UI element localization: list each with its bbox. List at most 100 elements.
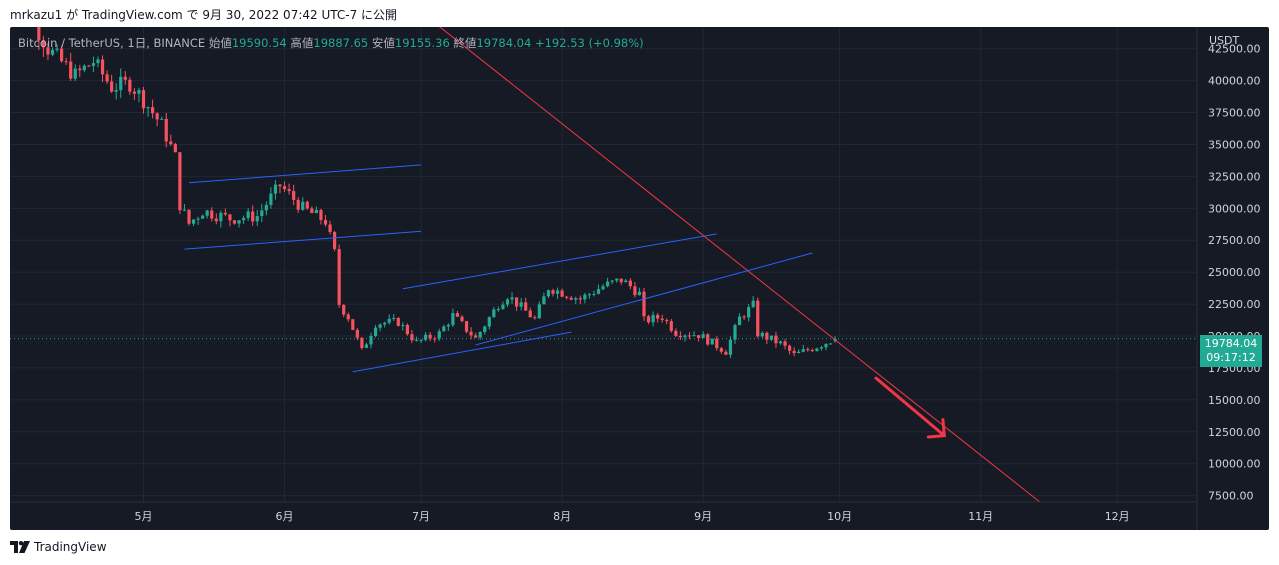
candle-down <box>724 351 728 355</box>
candle-up <box>196 218 200 220</box>
published-info: mrkazu1 が TradingView.com で 9月 30, 2022 … <box>10 8 398 22</box>
candle-down <box>697 335 701 339</box>
candle-down <box>810 350 814 352</box>
downtrend-line <box>439 27 1041 503</box>
candle-down <box>37 27 41 41</box>
low-value: 19155.36 <box>394 36 450 50</box>
price-tick-label: 12500.00 <box>1208 426 1261 439</box>
drawings[interactable] <box>184 27 1041 503</box>
candle-down <box>533 317 537 319</box>
candles <box>37 27 837 358</box>
candle-up <box>246 211 250 219</box>
candle-down <box>774 335 778 344</box>
time-tick-label: 5月 <box>135 510 153 523</box>
candle-up <box>606 281 610 287</box>
candle-up <box>546 290 551 297</box>
time-tick-label: 9月 <box>694 510 712 523</box>
candle-up <box>260 210 264 216</box>
candle-down <box>765 332 769 340</box>
time-tick-label: 12月 <box>1105 510 1130 523</box>
channel-line <box>475 252 813 346</box>
price-tick-label: 30000.00 <box>1208 202 1261 215</box>
candle-down <box>278 184 282 187</box>
candle-up <box>778 341 783 344</box>
candle-down <box>169 141 173 145</box>
candle-down <box>214 218 218 222</box>
candle-down <box>105 74 109 82</box>
down-arrow-shaft <box>874 376 946 438</box>
candle-down <box>187 209 191 224</box>
candle-up <box>574 298 578 300</box>
time-axis[interactable]: 5月 6月 7月 8月 9月 10月 11月 12月 <box>135 510 1130 523</box>
candle-down <box>460 316 464 322</box>
candle-up <box>587 294 591 296</box>
candle-up <box>496 309 500 311</box>
candle-up <box>692 335 696 337</box>
candle-down <box>569 297 573 300</box>
down-arrow-head <box>926 418 946 439</box>
candle-down <box>551 290 555 294</box>
candle-up <box>583 294 587 300</box>
chart-canvas[interactable]: 7500.0010000.0012500.0015000.0017500.002… <box>10 27 1269 530</box>
candle-up <box>82 65 86 71</box>
candle-down <box>396 318 400 326</box>
candle-down <box>151 107 155 114</box>
candle-down <box>656 314 660 319</box>
candle-down <box>469 331 473 336</box>
candle-down <box>69 61 73 79</box>
candle-up <box>137 90 141 94</box>
candle-down <box>665 320 669 322</box>
price-axis[interactable]: 7500.0010000.0012500.0015000.0017500.002… <box>1208 43 1261 503</box>
high-label: 高値 <box>290 36 314 50</box>
candle-up <box>401 324 405 326</box>
candle-up <box>824 343 828 348</box>
footer-brand[interactable]: TradingView <box>10 540 107 554</box>
candle-up <box>451 313 455 325</box>
candle-up <box>624 280 628 283</box>
candle-up <box>73 68 77 79</box>
candle-up <box>510 297 514 300</box>
candle-up <box>91 63 96 66</box>
candle-down <box>660 318 664 321</box>
candle-down <box>410 334 414 341</box>
price-tick-label: 42500.00 <box>1208 43 1261 56</box>
candle-up <box>378 324 382 328</box>
candle-down <box>524 302 528 311</box>
candle-up <box>383 322 387 325</box>
candle-up <box>537 304 541 319</box>
candle-down <box>360 337 364 348</box>
candle-up <box>747 307 751 318</box>
high-value: 19887.65 <box>313 36 369 50</box>
candle-up <box>201 215 205 219</box>
candle-up <box>492 309 496 318</box>
candle-up <box>751 300 755 308</box>
candle-down <box>455 313 460 317</box>
candle-up <box>797 351 801 354</box>
candle-up <box>483 326 487 333</box>
candle-up <box>369 335 373 345</box>
candle-down <box>128 79 132 92</box>
symbol-name[interactable]: Bitcoin / TetherUS, 1日, BINANCE <box>18 36 206 50</box>
time-tick-label: 7月 <box>412 510 430 523</box>
candle-down <box>578 298 582 300</box>
candle-down <box>292 191 296 200</box>
candle-up <box>273 184 278 194</box>
candle-up <box>555 290 560 294</box>
candle-up <box>519 302 523 307</box>
candle-down <box>669 321 673 331</box>
chart-pane[interactable]: 7500.00 10000.00 12500.00 15000.00 17500.00 2… <box>10 27 1269 530</box>
time-tick-label: 10月 <box>827 510 852 523</box>
candle-up <box>419 339 423 341</box>
candle-up <box>301 201 305 210</box>
candle-down <box>228 214 232 221</box>
candle-down <box>792 350 796 354</box>
candle-up <box>364 344 369 348</box>
candle-up <box>637 291 642 296</box>
candle-down <box>560 290 564 297</box>
candle-down <box>64 61 68 63</box>
candle-down <box>132 91 136 94</box>
candle-down <box>173 144 177 153</box>
candle-down <box>783 341 787 346</box>
candle-up <box>710 338 714 345</box>
candle-down <box>110 81 114 92</box>
